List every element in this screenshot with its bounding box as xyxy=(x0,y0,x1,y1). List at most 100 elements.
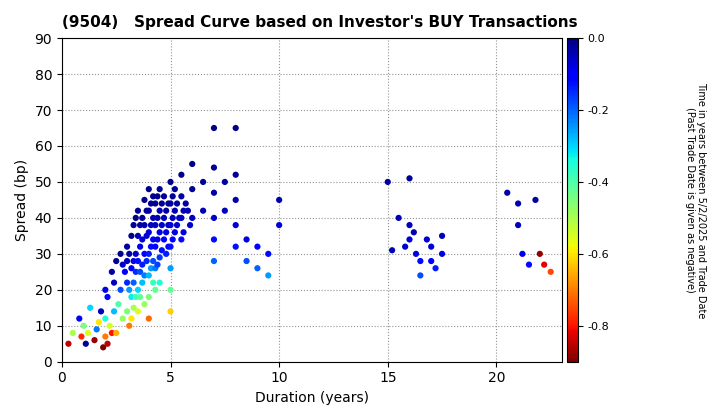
Point xyxy=(169,207,181,214)
Point xyxy=(523,261,535,268)
Point xyxy=(176,171,187,178)
Point xyxy=(124,250,135,257)
Point xyxy=(148,258,159,265)
Point xyxy=(208,125,220,131)
Point xyxy=(97,344,109,351)
Point xyxy=(143,186,155,192)
Point xyxy=(139,222,150,228)
Point xyxy=(513,200,524,207)
Point xyxy=(132,308,144,315)
Point xyxy=(132,207,144,214)
Point xyxy=(165,200,176,207)
Point xyxy=(426,243,437,250)
Point xyxy=(143,207,155,214)
Point xyxy=(539,261,550,268)
Point xyxy=(91,326,102,333)
Point xyxy=(382,178,394,185)
Point xyxy=(130,294,142,300)
Point xyxy=(93,319,104,326)
Point xyxy=(102,340,113,347)
Point xyxy=(161,229,172,236)
Point xyxy=(165,222,176,228)
Point xyxy=(150,243,161,250)
Point xyxy=(161,250,172,257)
Point xyxy=(184,222,196,228)
Point xyxy=(263,272,274,279)
Point xyxy=(130,215,142,221)
Point xyxy=(128,222,140,228)
Point xyxy=(156,247,168,254)
Point xyxy=(126,315,138,322)
Point xyxy=(167,215,179,221)
Point xyxy=(154,279,166,286)
Point xyxy=(165,265,176,272)
Point xyxy=(137,279,148,286)
Point xyxy=(219,207,230,214)
Point xyxy=(530,197,541,203)
Point xyxy=(126,294,138,300)
Point xyxy=(141,233,153,239)
Point xyxy=(137,215,148,221)
Point xyxy=(150,265,161,272)
Point xyxy=(137,261,148,268)
Point xyxy=(208,258,220,265)
Point xyxy=(128,258,140,265)
Point xyxy=(114,286,126,293)
Point xyxy=(163,243,174,250)
Point xyxy=(230,222,241,228)
Point xyxy=(171,200,183,207)
Point xyxy=(156,222,168,228)
Point xyxy=(174,215,185,221)
Point xyxy=(121,243,132,250)
Point xyxy=(152,215,163,221)
Point xyxy=(121,308,132,315)
Point xyxy=(152,236,163,243)
Point xyxy=(99,286,111,293)
Point xyxy=(158,193,170,199)
Point xyxy=(99,315,111,322)
Point xyxy=(145,265,157,272)
Point xyxy=(230,125,241,131)
Point xyxy=(148,193,159,199)
Point xyxy=(167,236,179,243)
Point xyxy=(208,215,220,221)
Point xyxy=(128,304,140,311)
Point xyxy=(410,250,422,257)
Point xyxy=(130,268,142,275)
Point xyxy=(89,337,100,344)
Point xyxy=(180,200,192,207)
Point xyxy=(73,315,85,322)
Point xyxy=(150,200,161,207)
Point xyxy=(117,315,128,322)
Point xyxy=(545,268,557,275)
Point xyxy=(135,268,146,275)
Point xyxy=(102,294,113,300)
Point xyxy=(135,294,146,300)
Point xyxy=(141,207,153,214)
Point xyxy=(158,215,170,221)
Point xyxy=(156,200,168,207)
Point xyxy=(132,233,144,239)
Point xyxy=(143,294,155,300)
Point xyxy=(208,189,220,196)
Point xyxy=(130,250,142,257)
Point xyxy=(197,207,209,214)
Point xyxy=(141,258,153,265)
Point xyxy=(404,222,415,228)
Point xyxy=(176,215,187,221)
Point xyxy=(143,315,155,322)
Point xyxy=(230,243,241,250)
Point xyxy=(404,236,415,243)
Point xyxy=(163,222,174,228)
Point xyxy=(182,207,194,214)
Point xyxy=(132,286,144,293)
Point xyxy=(132,258,144,265)
Point xyxy=(124,323,135,329)
Point xyxy=(143,272,155,279)
Point xyxy=(148,215,159,221)
Point xyxy=(274,222,285,228)
Point xyxy=(208,236,220,243)
Point xyxy=(99,333,111,340)
Point xyxy=(252,265,264,272)
Point xyxy=(95,308,107,315)
